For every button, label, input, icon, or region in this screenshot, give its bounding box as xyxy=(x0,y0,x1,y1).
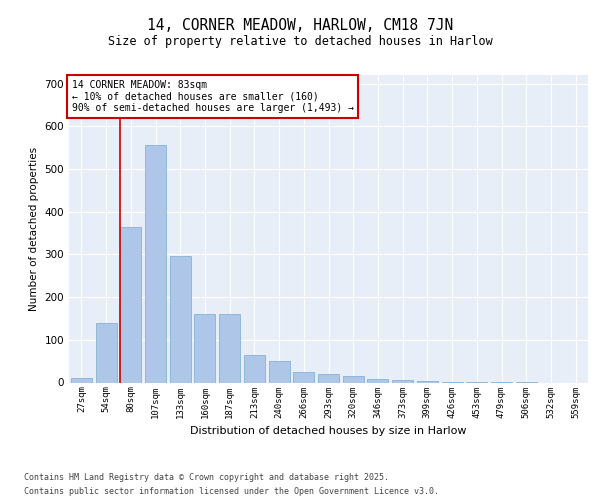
Bar xyxy=(367,379,388,382)
Bar xyxy=(95,322,116,382)
Bar xyxy=(145,146,166,382)
Bar xyxy=(120,226,141,382)
Bar xyxy=(194,314,215,382)
Y-axis label: Number of detached properties: Number of detached properties xyxy=(29,146,39,311)
Bar xyxy=(219,314,240,382)
Bar xyxy=(417,381,438,382)
Bar xyxy=(244,354,265,382)
Bar xyxy=(392,380,413,382)
Text: Contains HM Land Registry data © Crown copyright and database right 2025.: Contains HM Land Registry data © Crown c… xyxy=(24,472,389,482)
Bar xyxy=(293,372,314,382)
Text: Contains public sector information licensed under the Open Government Licence v3: Contains public sector information licen… xyxy=(24,488,439,496)
Bar xyxy=(170,256,191,382)
Text: 14, CORNER MEADOW, HARLOW, CM18 7JN: 14, CORNER MEADOW, HARLOW, CM18 7JN xyxy=(147,18,453,32)
X-axis label: Distribution of detached houses by size in Harlow: Distribution of detached houses by size … xyxy=(190,426,467,436)
Bar xyxy=(269,361,290,382)
Bar xyxy=(343,376,364,382)
Text: Size of property relative to detached houses in Harlow: Size of property relative to detached ho… xyxy=(107,35,493,48)
Bar xyxy=(318,374,339,382)
Bar xyxy=(71,378,92,382)
Text: 14 CORNER MEADOW: 83sqm
← 10% of detached houses are smaller (160)
90% of semi-d: 14 CORNER MEADOW: 83sqm ← 10% of detache… xyxy=(71,80,353,113)
